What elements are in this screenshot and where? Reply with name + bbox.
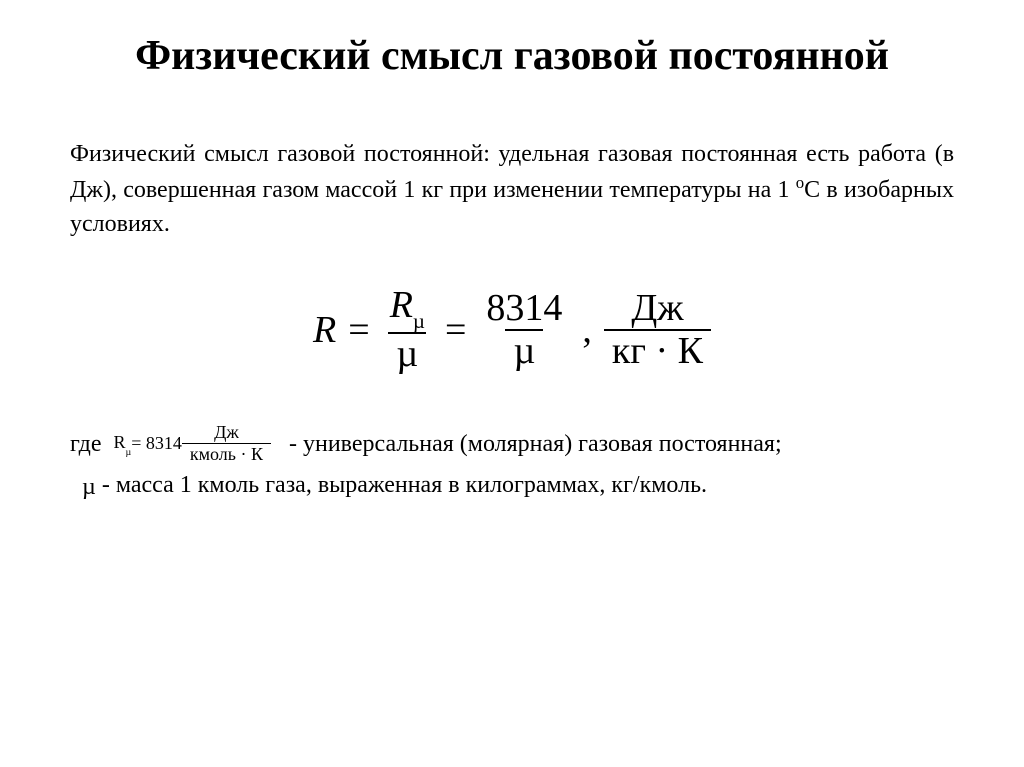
para-lead: Физический смысл газовой: [70, 141, 355, 167]
smalleq-unit-num: Дж: [206, 423, 247, 443]
definition-paragraph: Физический смысл газовой постоянной: уде…: [70, 138, 954, 242]
equation-row: R = Rµ µ = 8314 µ , Дж кг · К: [313, 286, 711, 374]
definition-2-text: - масса 1 кмоль газа, выраженная в килог…: [102, 472, 707, 498]
smalleq-equals-value: = 8314: [131, 429, 182, 458]
fraction-Rmu-over-mu: Rµ µ: [382, 286, 433, 374]
equals-sign-1: =: [348, 308, 369, 352]
frac1-numerator: Rµ: [382, 286, 433, 332]
equals-sign-2: =: [445, 308, 466, 352]
definition-row-2: µ - масса 1 кмоль газа, выраженная в кил…: [70, 466, 954, 504]
smalleq-R-symbol: R: [114, 432, 126, 452]
unit-numerator: Дж: [623, 289, 691, 330]
where-label: где: [70, 431, 102, 457]
fraction-8314-over-mu: 8314 µ: [478, 289, 570, 373]
mu-symbol: µ: [82, 474, 96, 500]
definitions-block: где Rµ = 8314 Дж кмоль · К - универсальн…: [70, 425, 954, 504]
smalleq-unit-fraction: Дж кмоль · К: [182, 423, 271, 464]
smalleq-R-sub: µ: [126, 447, 132, 458]
para-gap: [355, 141, 364, 167]
symbol-R: R: [313, 308, 336, 352]
unit-denominator: кг · К: [604, 329, 711, 372]
definition-1-text: - универсальная (молярная) газовая посто…: [289, 431, 782, 457]
frac2-denominator: µ: [505, 329, 543, 372]
page-title: Физический смысл газовой постоянной: [70, 30, 954, 83]
frac1-num-sub: µ: [413, 309, 425, 333]
definition-row-1: где Rµ = 8314 Дж кмоль · К - универсальн…: [70, 425, 954, 466]
frac1-num-R: R: [390, 284, 413, 326]
smalleq-R: Rµ: [114, 428, 132, 458]
superscript-degree: о: [796, 173, 804, 192]
comma-separator: ,: [582, 308, 592, 352]
unit-fraction: Дж кг · К: [604, 289, 711, 373]
smalleq-unit-den: кмоль · К: [182, 443, 271, 464]
slide: Физический смысл газовой постоянной Физи…: [0, 0, 1024, 767]
main-equation: R = Rµ µ = 8314 µ , Дж кг · К: [70, 286, 954, 374]
frac1-denominator: µ: [388, 332, 426, 375]
frac2-numerator: 8314: [478, 289, 570, 330]
inline-equation-Rmu: Rµ = 8314 Дж кмоль · К: [114, 423, 271, 464]
